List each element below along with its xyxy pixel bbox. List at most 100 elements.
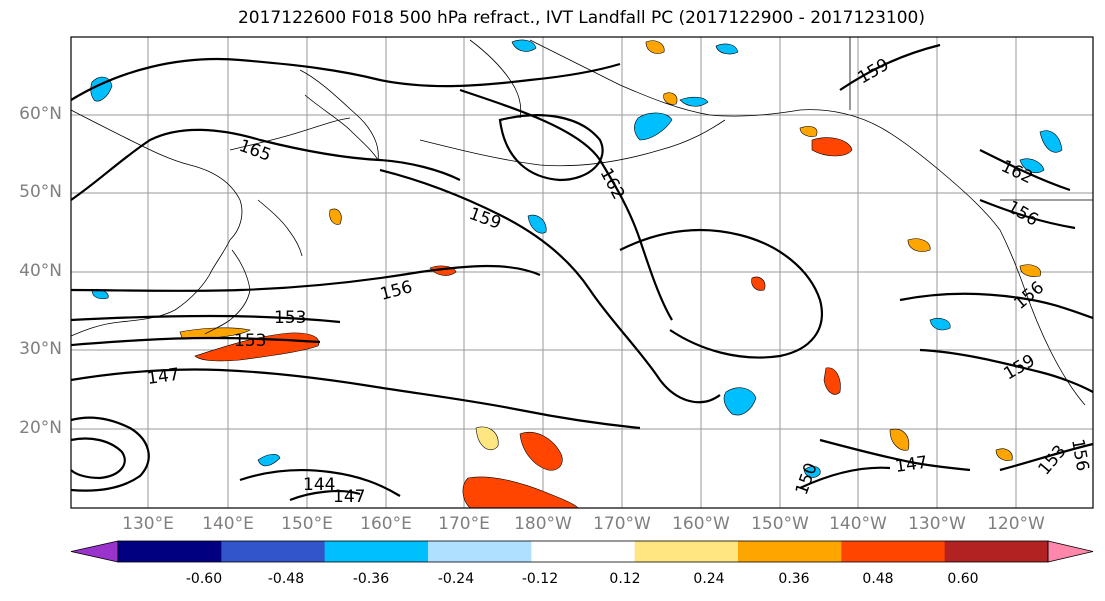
alaska-coast [529, 39, 1001, 231]
bering-strait-coast [469, 39, 522, 119]
colorbar-tick-label: 0.60 [947, 571, 979, 587]
yellow-patch-east-2 [995, 448, 1013, 461]
contour-159 [379, 168, 721, 404]
orange-patch-north-pacific-2 [329, 208, 342, 225]
contour-165 [70, 57, 621, 101]
blue-patch-mid-pacific [527, 214, 547, 234]
orange-patch-east-pacific-2 [889, 428, 910, 451]
contour-150-e [799, 466, 891, 489]
sea-of-okhotsk-coast [229, 117, 351, 151]
orange-patch-east-pacific [823, 367, 841, 395]
yellow-patch-dateline [475, 426, 499, 450]
lon-label-170w: 170°W [593, 514, 651, 534]
lon-label-130w: 130°W [908, 514, 966, 534]
lat-label-30n: 30°N [19, 339, 62, 359]
colorbar-tick-label: 0.48 [862, 571, 894, 587]
colorbar-swatch [118, 541, 222, 562]
gridlines [71, 37, 1093, 508]
colorbar-swatch [428, 541, 532, 562]
colorbar-tick-label: -0.60 [185, 571, 223, 587]
orange-patch-dateline [519, 432, 563, 471]
colorbar-tick-label: -0.24 [437, 571, 475, 587]
contour-165-inner [70, 128, 461, 201]
yellow-patch-aleutian-2 [663, 92, 678, 105]
contour-loop-east [619, 228, 823, 359]
contour-156-e [899, 292, 1094, 320]
orange-patch-gulf [811, 137, 853, 157]
colorbar-swatch [944, 541, 1049, 562]
contour-153-e [999, 442, 1094, 472]
lat-label-60n: 60°N [19, 104, 62, 124]
contour-156 [70, 264, 541, 292]
yellow-patch-east-pacific [907, 238, 931, 252]
lon-label-170e: 170°E [438, 514, 490, 534]
contour-label: 153 [274, 308, 306, 328]
japan-coast [204, 249, 251, 335]
lat-label-50n: 50°N [19, 182, 62, 202]
contour-156-ne [979, 198, 1076, 230]
contour-153-b [70, 336, 321, 347]
colorbar-swatch [841, 541, 946, 562]
contour-low-sw-2 [70, 437, 126, 480]
kuril-chain [257, 199, 303, 257]
lon-label-160e: 160°E [360, 514, 412, 534]
blue-patch-southwest [257, 454, 281, 467]
colorbar-tick-label: -0.36 [352, 571, 390, 587]
refractivity-contours [70, 43, 1094, 502]
aleutian-chain [419, 119, 726, 167]
lon-label-150e: 150°E [281, 514, 333, 534]
colorbar-swatch [738, 541, 842, 562]
colorbar-swatch [634, 541, 739, 562]
contour-label: 147 [333, 487, 365, 507]
contour-147-e [819, 438, 971, 472]
lon-label-140e: 140°E [202, 514, 254, 534]
lon-label-180w: 180°W [514, 514, 572, 534]
contour-label: 147 [146, 365, 181, 389]
contour-159-ne [839, 43, 941, 91]
yellow-patch-gulf [799, 126, 818, 137]
colorbar-swatch [221, 541, 326, 562]
map-title: 2017122600 F018 500 hPa refract., IVT La… [237, 8, 925, 28]
lat-label-40n: 40°N [19, 261, 62, 281]
contour-147 [70, 368, 641, 430]
lon-label-160w: 160°W [672, 514, 730, 534]
blue-patch-hawaii-ne [723, 387, 757, 416]
contour-153 [70, 314, 341, 324]
blue-patch-south-east [803, 466, 821, 478]
colorbar-extend-low [70, 540, 119, 563]
contour-label: 153 [234, 331, 266, 351]
contour-162-ne [979, 149, 1071, 192]
lon-label-150w: 150°W [751, 514, 809, 534]
colorbar-outline [117, 540, 1049, 563]
colorbar-tick-label: 0.36 [778, 571, 810, 587]
colorbar-tick-label: -0.48 [267, 571, 305, 587]
lon-label-120w: 120°W [987, 514, 1045, 534]
colorbar [70, 540, 1094, 563]
contour-159-e [919, 348, 1094, 393]
blue-patch-bering [511, 39, 537, 52]
colorbar-extend-high [1047, 540, 1094, 563]
lat-label-20n: 20°N [19, 418, 62, 438]
colorbar-swatch [324, 541, 429, 562]
blue-patch-east [929, 318, 951, 331]
blue-patch-aleutian [634, 112, 673, 141]
yellow-patch-northeast [1019, 264, 1042, 277]
colorbar-tick-label: 0.12 [609, 571, 641, 587]
contour-label: 144 [303, 475, 335, 495]
orange-patch-south [462, 476, 579, 509]
colorbar-tick-label: 0.24 [693, 571, 725, 587]
colorbar-swatch [531, 541, 636, 562]
orange-patch-east-3 [751, 276, 766, 291]
blue-patch-bering-2 [715, 43, 739, 55]
yellow-patch-aleutian [645, 40, 665, 54]
contour-label: 147 [894, 453, 929, 477]
contour-144 [239, 468, 401, 497]
map-border [70, 36, 1094, 509]
lon-label-130e: 130°E [122, 514, 174, 534]
blue-patch-northeast-2 [1019, 158, 1045, 173]
colorbar-tick-label: -0.12 [521, 571, 559, 587]
lon-label-140w: 140°W [829, 514, 887, 534]
contour-loop-mid [498, 114, 604, 182]
contour-147-b [289, 490, 361, 502]
